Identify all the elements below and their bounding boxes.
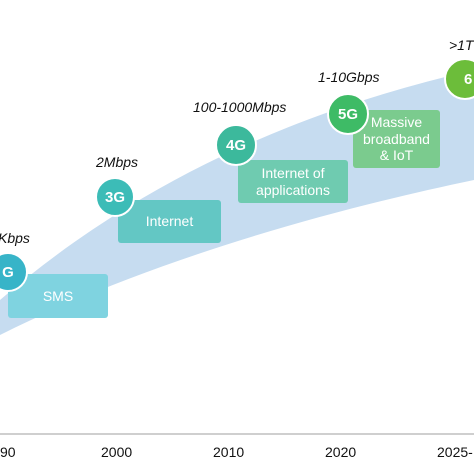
generation-label-6g: 6 [464, 70, 473, 88]
speed-label-2g: Kbps [0, 230, 30, 246]
service-label-massive-broadband: Massive broadband & IoT [363, 113, 430, 164]
tick-label-2000: 2000 [101, 444, 133, 460]
service-box-internet: Internet [118, 200, 221, 243]
service-label-internet-of-applications: Internet of applications [256, 164, 330, 198]
generation-circle-5g: 5G [327, 93, 369, 135]
speed-label-3g: 2Mbps [96, 154, 139, 170]
tick-label-2020: 2020 [325, 444, 357, 460]
service-box-massive-broadband: Massive broadband & IoT [353, 110, 440, 168]
service-label-internet: Internet [145, 213, 194, 230]
service-label-sms: SMS [42, 287, 74, 304]
speed-label-4g: 100-1000Mbps [193, 99, 287, 115]
tick-label-1990: 90 [0, 444, 16, 460]
generation-label-3g: 3G [104, 188, 125, 206]
tick-label-2025: 2025- [437, 444, 473, 460]
generation-circle-3g: 3G [95, 177, 135, 217]
generation-label-4g: 4G [225, 136, 246, 154]
tick-label-2010: 2010 [213, 444, 245, 460]
speed-label-6g: >1T [449, 37, 474, 53]
generation-circle-4g: 4G [215, 124, 257, 166]
generation-label-2g: G [2, 263, 14, 281]
generation-circle-6g: 6 [444, 58, 474, 100]
service-box-internet-of-applications: Internet of applications [238, 160, 348, 203]
speed-label-5g: 1-10Gbps [318, 69, 380, 85]
generation-label-5g: 5G [337, 105, 358, 123]
